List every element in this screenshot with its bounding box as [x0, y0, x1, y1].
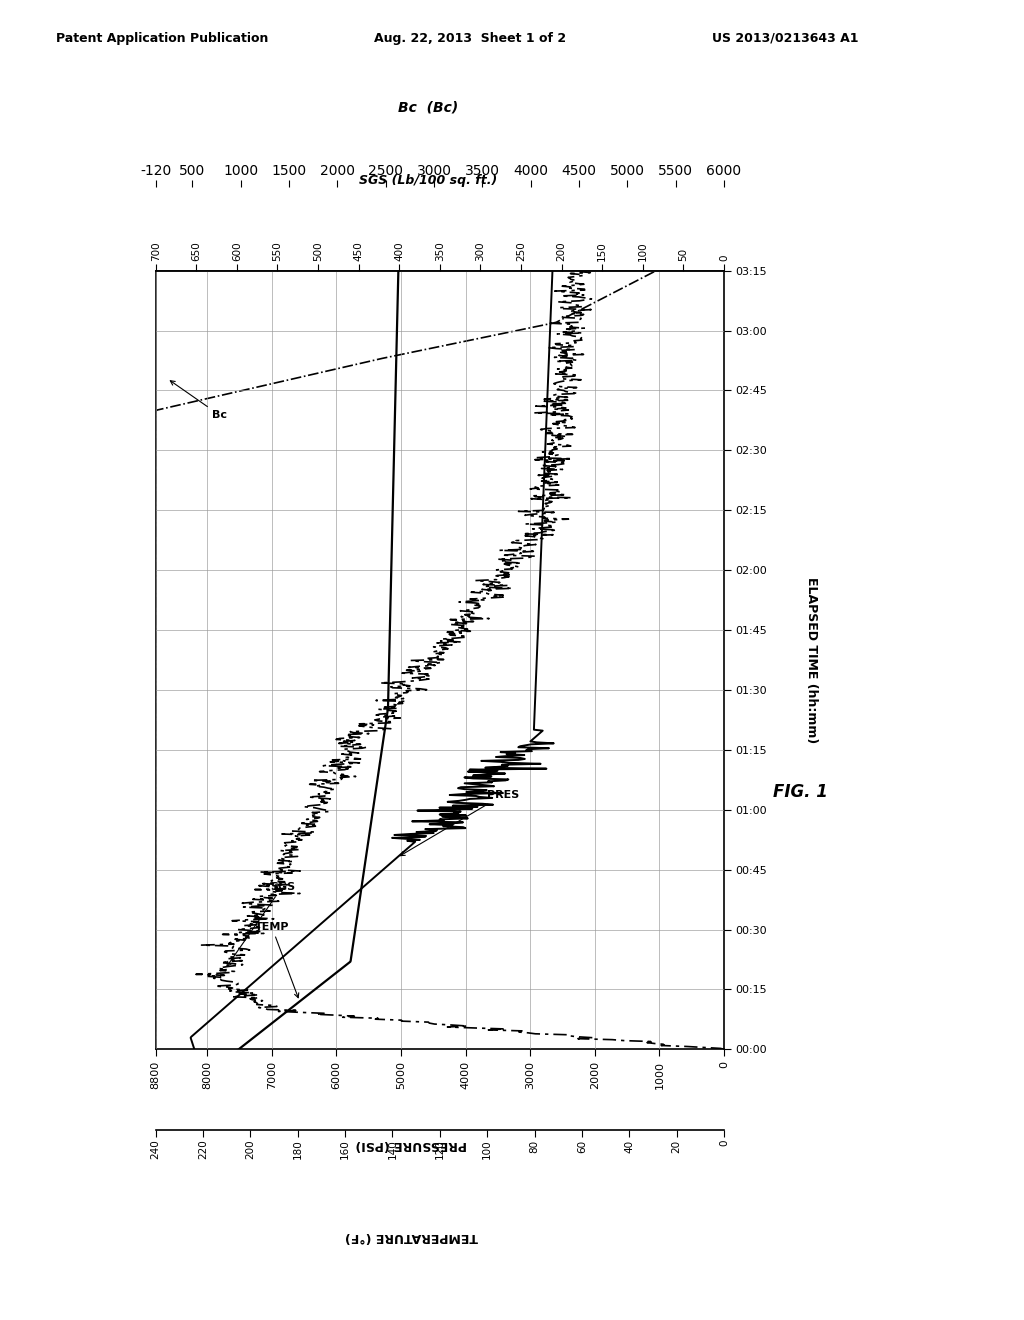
- Text: PRES: PRES: [400, 789, 519, 855]
- Text: ELAPSED TIME (hh:mm): ELAPSED TIME (hh:mm): [805, 577, 817, 743]
- Text: FIG. 1: FIG. 1: [773, 783, 828, 801]
- Text: US 2013/0213643 A1: US 2013/0213643 A1: [712, 32, 858, 45]
- Text: Bc  (Bc): Bc (Bc): [398, 100, 459, 115]
- Text: Patent Application Publication: Patent Application Publication: [56, 32, 268, 45]
- Text: Aug. 22, 2013  Sheet 1 of 2: Aug. 22, 2013 Sheet 1 of 2: [374, 32, 566, 45]
- Text: SGS (Lb/100 sq. ft.): SGS (Lb/100 sq. ft.): [359, 174, 498, 187]
- Text: TEMPERATURE (°F): TEMPERATURE (°F): [345, 1230, 478, 1243]
- Text: PRESSURE (PSI): PRESSURE (PSI): [355, 1138, 467, 1151]
- Text: SGS: SGS: [227, 882, 295, 966]
- Text: Bc: Bc: [170, 380, 227, 420]
- Text: TEMP: TEMP: [254, 921, 299, 998]
